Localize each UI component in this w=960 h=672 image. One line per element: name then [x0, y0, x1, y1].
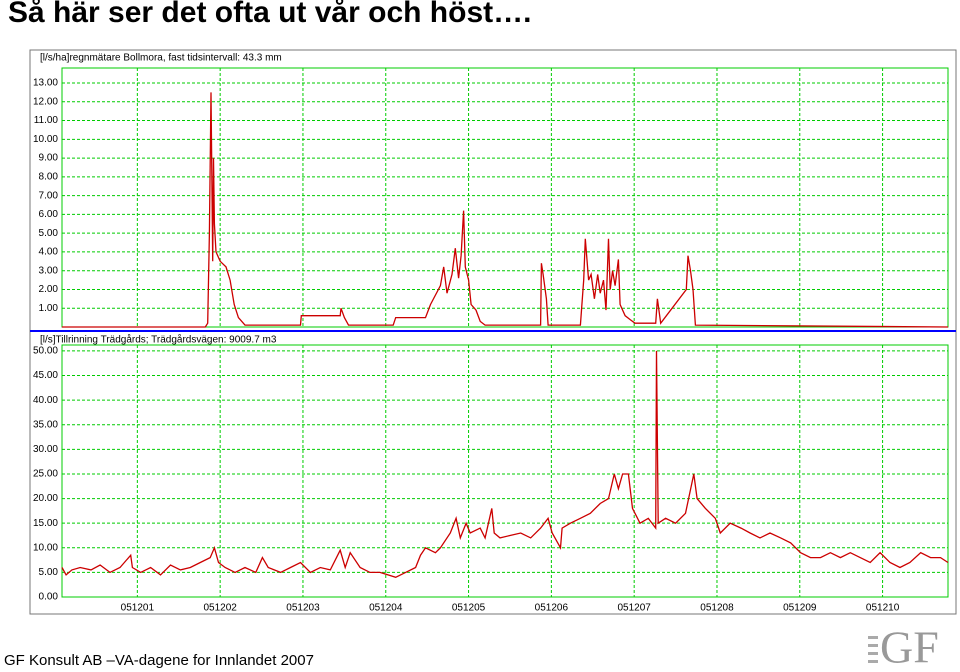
x-tick-label: 051206 — [535, 603, 569, 614]
y-tick-label: 11.00 — [34, 115, 59, 126]
y-tick-label: 45.00 — [33, 370, 58, 381]
x-tick-label: 051201 — [121, 603, 155, 614]
x-tick-label: 051209 — [783, 603, 817, 614]
x-tick-label: 051205 — [452, 603, 486, 614]
y-tick-label: 6.00 — [39, 209, 59, 220]
data-line — [62, 92, 949, 328]
x-tick-label: 051207 — [617, 603, 651, 614]
y-tick-label: 25.00 — [33, 469, 58, 480]
logo-text: GF — [880, 622, 939, 672]
x-tick-label: 051208 — [700, 603, 734, 614]
y-tick-label: 9.00 — [39, 153, 59, 164]
y-tick-label: 20.00 — [33, 493, 58, 504]
data-line — [61, 350, 949, 578]
y-tick-label: 8.00 — [39, 171, 59, 182]
x-tick-label: 051202 — [203, 603, 237, 614]
y-tick-label: 5.00 — [39, 567, 59, 578]
y-tick-label: 40.00 — [33, 395, 58, 406]
y-tick-label: 10.00 — [33, 134, 58, 145]
logo-bar — [868, 652, 878, 655]
chart-title: [l/s]Tillrinning Trädgårds; Trädgårdsväg… — [40, 334, 277, 346]
logo-bar — [868, 636, 878, 639]
footer: GF Konsult AB –VA-dagene for Innlandet 2… — [4, 652, 314, 669]
logo-bar — [868, 644, 878, 647]
logo-bar — [868, 660, 878, 663]
y-tick-label: 10.00 — [33, 542, 58, 553]
y-tick-label: 12.00 — [33, 96, 58, 107]
y-tick-label: 30.00 — [33, 444, 58, 455]
y-tick-label: 50.00 — [33, 346, 58, 357]
logo: GF — [868, 622, 939, 672]
x-tick-label: 051204 — [369, 603, 403, 614]
chart-title: [l/s/ha]regnmätare Bollmora, fast tidsin… — [40, 53, 282, 64]
plot-area — [61, 344, 949, 598]
y-tick-label: 7.00 — [39, 190, 59, 201]
y-tick-label: 5.00 — [39, 228, 59, 239]
y-tick-label: 0.00 — [39, 592, 59, 603]
y-tick-label: 2.00 — [39, 284, 59, 295]
plot-area — [61, 67, 949, 328]
y-tick-label: 4.00 — [39, 247, 59, 258]
slide-title: Så här ser det ofta ut vår och höst…. — [8, 0, 532, 29]
y-tick-label: 3.00 — [39, 265, 59, 276]
y-tick-label: 15.00 — [33, 518, 58, 529]
x-tick-label: 051203 — [286, 603, 320, 614]
x-tick-label: 051210 — [866, 603, 900, 614]
y-tick-label: 1.00 — [39, 303, 59, 314]
y-tick-label: 13.00 — [33, 78, 58, 89]
chart: [l/s/ha]regnmätare Bollmora, fast tidsin… — [29, 49, 957, 615]
y-tick-label: 35.00 — [33, 419, 58, 430]
